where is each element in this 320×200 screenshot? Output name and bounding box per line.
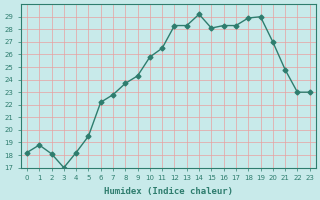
X-axis label: Humidex (Indice chaleur): Humidex (Indice chaleur) xyxy=(104,187,233,196)
